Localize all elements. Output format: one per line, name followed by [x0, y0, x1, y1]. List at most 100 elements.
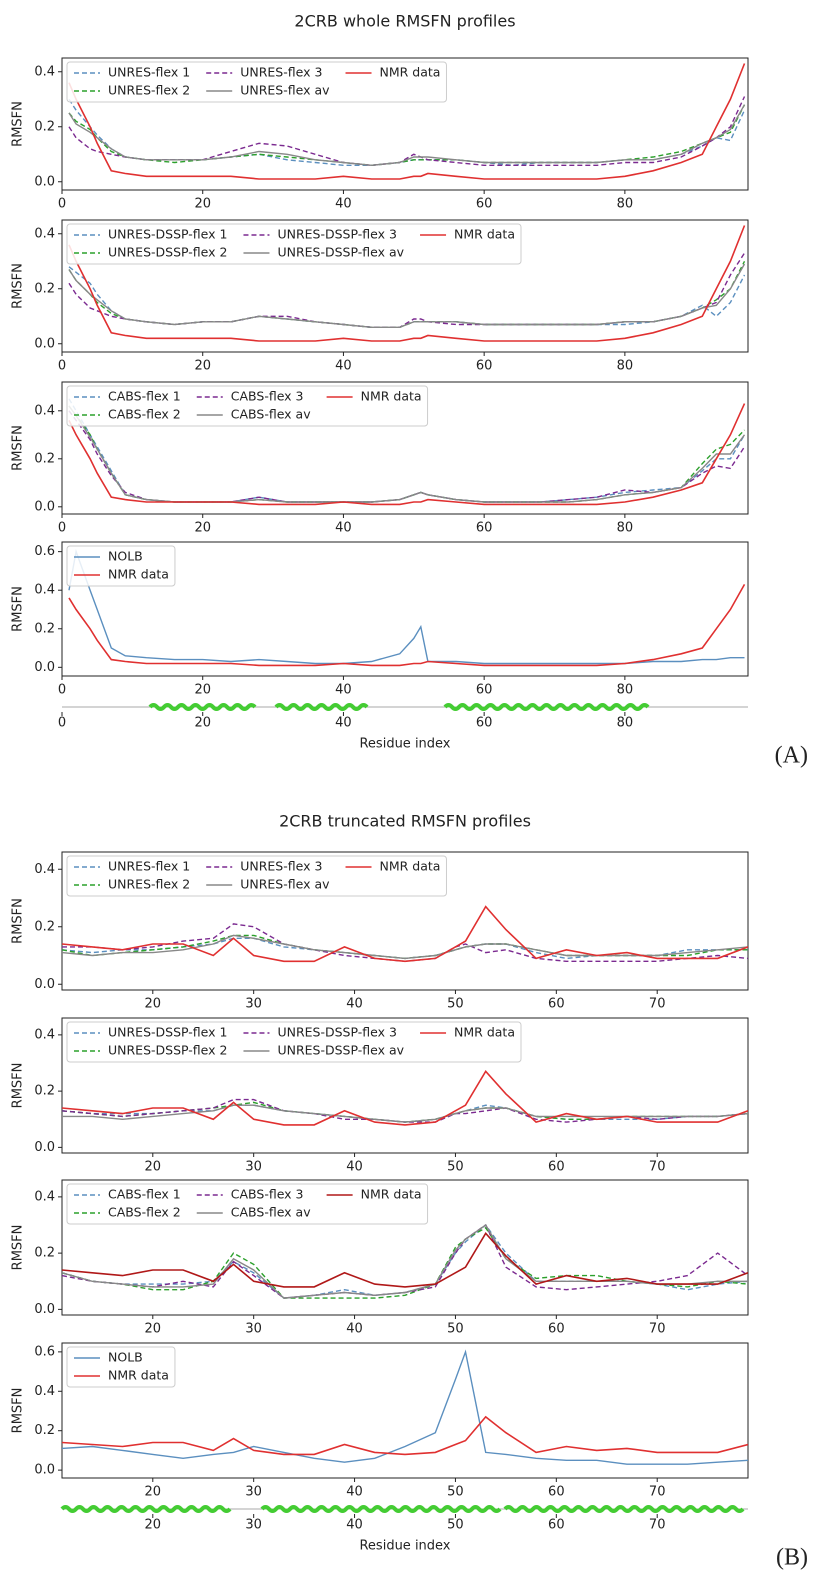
x-tick-label: 50: [447, 1485, 464, 1500]
series-line: [68, 548, 745, 665]
series-line: [68, 96, 746, 167]
legend-label: UNRES-flex 3: [240, 65, 322, 80]
x-tick-label: 20: [194, 683, 211, 698]
legend-label: UNRES-flex 2: [108, 877, 190, 892]
x-tick-label: 20: [194, 521, 211, 536]
legend: CABS-flex 1 CABS-flex 2 CABS-flex 3 CABS-fl…: [66, 385, 429, 427]
helix: [503, 1505, 745, 1513]
legend-label: NMR data: [380, 859, 441, 874]
series-line: [62, 1232, 748, 1288]
y-tick-label: 0.4: [34, 1384, 55, 1399]
y-tick-label: 0.0: [34, 977, 55, 992]
x-tick-label: 80: [617, 359, 634, 374]
y-tick-label: 0.6: [34, 544, 55, 559]
legend: UNRES-flex 1 UNRES-flex 2 UNRES-flex 3 UNRE…: [66, 61, 447, 103]
x-tick-label: 50: [447, 997, 464, 1012]
x-tick-label: 50: [447, 1518, 464, 1533]
legend-frame: [66, 855, 447, 897]
chart-title: 2CRB whole RMSFN profiles: [294, 12, 515, 31]
x-tick-label: 20: [145, 997, 162, 1012]
legend-label: UNRES-DSSP-flex 2: [108, 245, 227, 260]
legend-label: NMR data: [361, 1187, 422, 1202]
x-tick-label: 80: [617, 521, 634, 536]
x-tick-label: 20: [194, 359, 211, 374]
legend-label: CABS-flex 3: [231, 1187, 304, 1202]
x-tick-label: 20: [145, 1322, 162, 1337]
series-line: [62, 1223, 748, 1299]
x-tick-label: 80: [617, 716, 634, 731]
series-line: [62, 1070, 748, 1126]
legend: CABS-flex 1 CABS-flex 2 CABS-flex 3 CABS-fl…: [66, 1183, 429, 1225]
x-tick-label: 70: [649, 1485, 666, 1500]
y-axis-label: RMSFN: [11, 1225, 26, 1271]
plot-area: [61, 541, 749, 677]
x-tick-label: 0: [58, 197, 66, 212]
x-tick-label: 30: [245, 1160, 262, 1175]
x-tick-label: 70: [649, 1322, 666, 1337]
legend-label: UNRES-flex 2: [108, 83, 190, 98]
legend-label: CABS-flex av: [231, 1205, 311, 1220]
legend-label: CABS-flex 1: [108, 389, 181, 404]
x-tick-label: 60: [476, 716, 493, 731]
x-tick-label: 70: [649, 997, 666, 1012]
legend-label: UNRES-DSSP-flex av: [277, 1043, 404, 1058]
y-tick-label: 0.6: [34, 1344, 55, 1359]
x-tick-label: 30: [245, 997, 262, 1012]
y-axis-label: RMSFN: [11, 263, 26, 309]
y-tick-label: 0.2: [34, 1084, 55, 1099]
series-line: [62, 1223, 748, 1299]
plot-area: [61, 1342, 749, 1479]
y-tick-label: 0.4: [34, 64, 55, 79]
helix: [148, 703, 257, 711]
legend: NOLB NMR data: [66, 545, 176, 587]
x-tick-label: 60: [476, 683, 493, 698]
x-tick-label: 40: [335, 683, 352, 698]
series-line: [68, 584, 746, 667]
x-tick-label: 30: [245, 1322, 262, 1337]
legend-label: UNRES-DSSP-flex av: [277, 245, 404, 260]
x-tick-label: 40: [335, 359, 352, 374]
legend-frame: [66, 545, 176, 587]
x-tick-label: 60: [476, 197, 493, 212]
legend-label: UNRES-flex av: [240, 877, 330, 892]
helix: [60, 1505, 232, 1513]
helix: [260, 1505, 502, 1513]
series-line: [62, 934, 748, 960]
y-tick-label: 0.0: [34, 660, 55, 675]
y-axis-label: RMSFN: [11, 425, 26, 471]
x-axis-label: Residue index: [359, 1539, 450, 1554]
x-tick-label: 60: [548, 997, 565, 1012]
y-tick-label: 0.2: [34, 451, 55, 466]
y-tick-label: 0.0: [34, 499, 55, 514]
y-tick-label: 0.0: [34, 336, 55, 351]
x-tick-label: 0: [58, 683, 66, 698]
x-tick-label: 0: [58, 521, 66, 536]
x-tick-label: 40: [346, 1322, 363, 1337]
legend-frame: [66, 61, 447, 103]
x-tick-label: 80: [617, 197, 634, 212]
x-tick-label: 0: [58, 716, 66, 731]
panel-label: (A): [775, 743, 808, 769]
x-tick-label: 20: [145, 1160, 162, 1175]
x-axis-label: Residue index: [359, 737, 450, 752]
legend-label: UNRES-flex 1: [108, 65, 190, 80]
x-tick-label: 60: [548, 1322, 565, 1337]
x-tick-label: 80: [617, 683, 634, 698]
legend-label: CABS-flex 1: [108, 1187, 181, 1202]
y-axis-label: RMSFN: [11, 1063, 26, 1109]
x-tick-label: 40: [335, 521, 352, 536]
series-line: [68, 63, 746, 180]
legend-label: UNRES-flex 1: [108, 859, 190, 874]
legend-label: UNRES-DSSP-flex 3: [277, 227, 396, 242]
x-tick-label: 70: [649, 1518, 666, 1533]
y-tick-label: 0.0: [34, 1302, 55, 1317]
series-line: [62, 1349, 748, 1465]
y-axis-label: RMSFN: [11, 101, 26, 147]
x-tick-label: 20: [145, 1485, 162, 1500]
series-line: [62, 905, 748, 963]
y-tick-label: 0.4: [34, 862, 55, 877]
legend-label: NOLB: [108, 1350, 143, 1365]
helix: [443, 703, 650, 711]
series-line: [68, 104, 746, 167]
legend-label: UNRES-flex 3: [240, 859, 322, 874]
